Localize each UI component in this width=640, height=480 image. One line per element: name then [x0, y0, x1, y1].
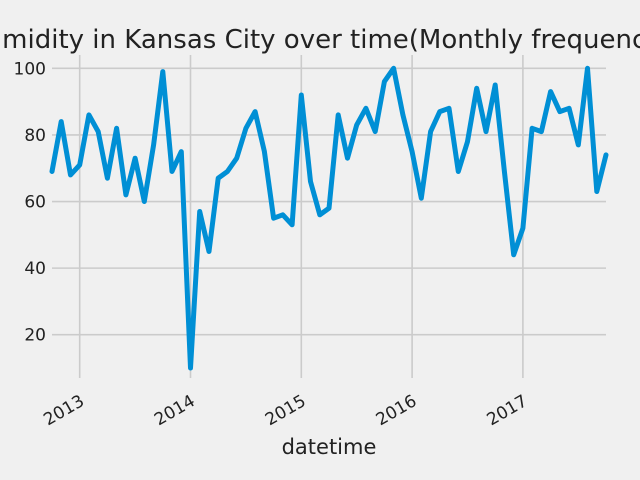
y-gridlines — [52, 67, 606, 336]
humidity-line — [49, 65, 609, 371]
chart-title: Humidity in Kansas City over time(Monthl… — [0, 25, 640, 55]
y-tick-labels: 20 40 60 80 100 — [14, 59, 46, 345]
y-tick-label: 80 — [24, 126, 46, 146]
y-tick-label: 20 — [24, 326, 46, 346]
y-tick-label: 40 — [24, 259, 46, 279]
x-axis-label: datetime — [282, 435, 377, 459]
y-tick-label: 60 — [24, 193, 46, 213]
y-tick-label: 100 — [14, 59, 46, 79]
